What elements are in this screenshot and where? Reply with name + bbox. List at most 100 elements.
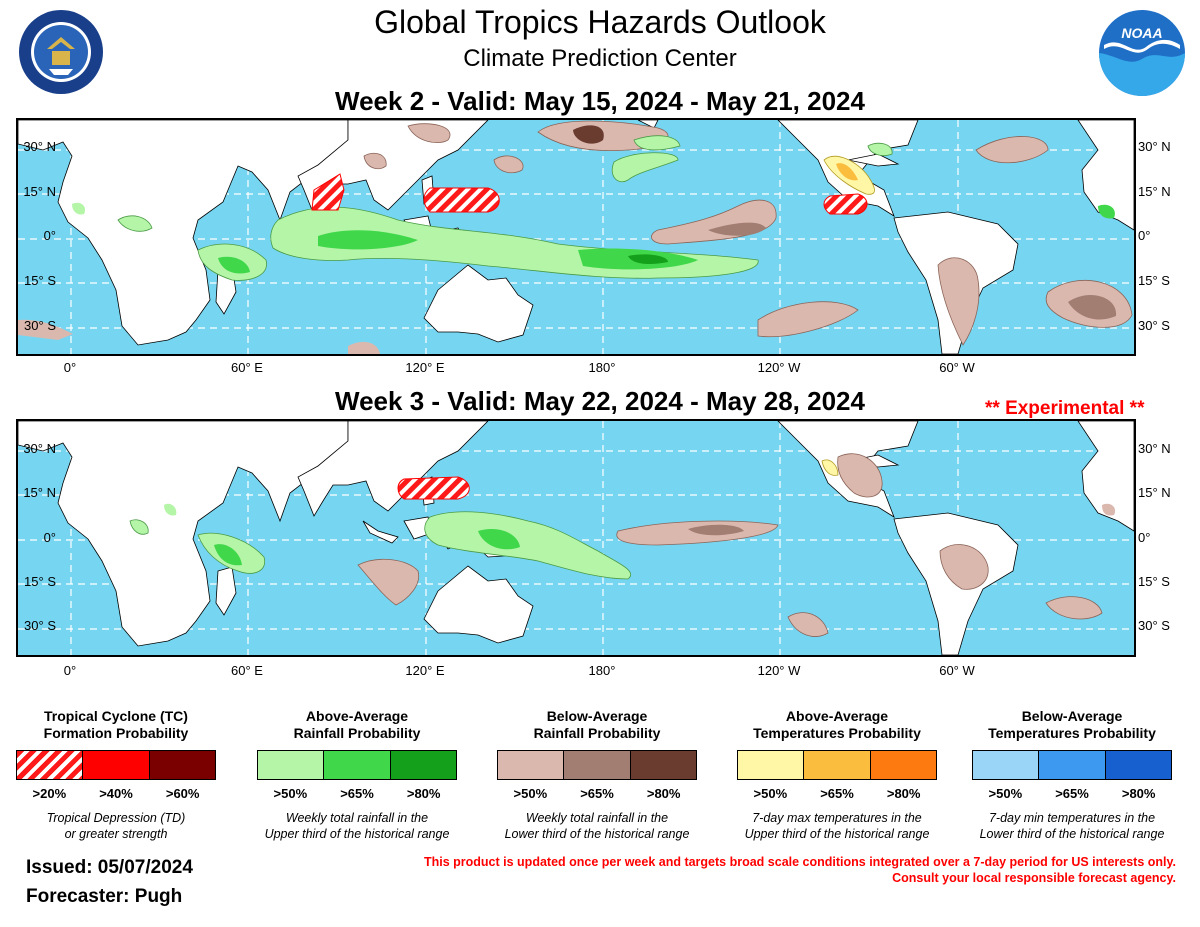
week3-lat-label-30n-right: 30° N — [1138, 441, 1171, 456]
legend-levels: >50% >65% >80% — [257, 786, 457, 801]
legend-levels: >50% >65% >80% — [737, 786, 937, 801]
swatch-above-temp-80 — [870, 751, 936, 779]
legend-title: Above-Average Rainfall Probability — [257, 708, 457, 742]
legend-swatches — [16, 750, 216, 780]
legend-level: >80% — [406, 786, 441, 801]
week2-lon-label-120e: 120° E — [405, 360, 445, 375]
swatch-below-rain-80 — [630, 751, 696, 779]
week2-below-rain — [18, 120, 1133, 354]
week3-tc-areas — [397, 476, 470, 500]
legend-levels: >50% >65% >80% — [497, 786, 697, 801]
week2-lat-label-0: 0° — [43, 228, 56, 243]
legend-desc-line2: Lower third of the historical range — [979, 827, 1165, 841]
swatch-above-temp-65 — [804, 751, 871, 779]
week2-tc-areas — [311, 173, 868, 215]
legend-title-line1: Above-Average — [305, 708, 409, 724]
legend-description: Weekly total rainfall in the Lower third… — [497, 810, 697, 842]
issued-date: Issued: 05/07/2024 — [26, 857, 193, 878]
legend-title: Above-Average Temperatures Probability — [737, 708, 937, 742]
swatch-tc-60 — [149, 751, 215, 779]
week2-lat-label-30s: 30° S — [24, 318, 56, 333]
legend-title: Below-Average Rainfall Probability — [497, 708, 697, 742]
legend-description: Tropical Depression (TD) or greater stre… — [16, 810, 216, 842]
week3-lat-label-30s: 30° S — [24, 618, 56, 633]
week2-lat-label-15n: 15° N — [23, 184, 56, 199]
legend-swatches — [972, 750, 1172, 780]
legend-level: >40% — [99, 786, 133, 801]
week2-lat-label-15s: 15° S — [24, 273, 56, 288]
legend-level: >50% — [513, 786, 548, 801]
legend-title-line1: Below-Average — [1021, 708, 1123, 724]
week3-lon-label-60e: 60° E — [231, 663, 263, 678]
swatch-tc-40 — [83, 751, 150, 779]
week2-above-temp — [823, 155, 875, 195]
week2-lon-label-60w: 60° W — [939, 360, 975, 375]
experimental-note: ** Experimental ** — [985, 398, 1145, 419]
week3-lat-label-0-right: 0° — [1138, 530, 1151, 545]
legend-level: >65% — [340, 786, 374, 801]
legend-level: >65% — [1055, 786, 1089, 801]
week3-lon-label-60w: 60° W — [939, 663, 975, 678]
week2-lat-label-15n-right: 15° N — [1138, 184, 1171, 199]
week2-title: Week 2 - Valid: May 15, 2024 - May 21, 2… — [335, 86, 865, 116]
swatch-below-rain-50 — [498, 751, 565, 779]
week2-lat-label-0-right: 0° — [1138, 228, 1151, 243]
swatch-below-temp-50 — [973, 751, 1040, 779]
legend-below-temp: Below-Average Temperatures Probability >… — [972, 708, 1172, 842]
week2-map — [16, 118, 1136, 356]
legend-desc-line1: Weekly total rainfall in the — [285, 811, 429, 825]
week3-lat-label-30n: 30° N — [23, 441, 56, 456]
week2-lat-label-30n: 30° N — [23, 139, 56, 154]
page-title: Global Tropics Hazards Outlook — [374, 4, 826, 40]
legend-level: >20% — [32, 786, 67, 801]
week2-lon-label-120w: 120° W — [757, 360, 801, 375]
legend-title-line2: Temperatures Probability — [988, 725, 1156, 741]
legend-title: Tropical Cyclone (TC) Formation Probabil… — [16, 708, 216, 742]
week2-lon-label-0: 0° — [63, 360, 77, 375]
legend-tc-formation: Tropical Cyclone (TC) Formation Probabil… — [16, 708, 216, 842]
swatch-above-temp-50 — [738, 751, 805, 779]
disclaimer-line1: This product is updated once per week an… — [423, 855, 1176, 869]
week3-lon-label-120w: 120° W — [757, 663, 801, 678]
legend-swatches — [257, 750, 457, 780]
legend-level: >80% — [646, 786, 681, 801]
noaa-logo: NOAA — [1098, 9, 1186, 97]
week2-above-rain — [72, 135, 1115, 281]
swatch-above-rain-50 — [258, 751, 325, 779]
legend-swatches — [497, 750, 697, 780]
week3-map — [16, 419, 1136, 657]
week3-land — [18, 421, 1134, 655]
legend-description: 7-day min temperatures in the Lower thir… — [972, 810, 1172, 842]
legend-title-line1: Below-Average — [546, 708, 648, 724]
legend-description: 7-day max temperatures in the Upper thir… — [737, 810, 937, 842]
forecaster-name: Forecaster: Pugh — [26, 886, 183, 907]
legend-title-line2: Temperatures Probability — [753, 725, 921, 741]
week3-lon-label-120e: 120° E — [405, 663, 445, 678]
week3-title: Week 3 - Valid: May 22, 2024 - May 28, 2… — [335, 386, 865, 416]
legend-level: >60% — [165, 786, 200, 801]
week3-lat-label-15s-right: 15° S — [1138, 574, 1170, 589]
week3-lat-label-30s-right: 30° S — [1138, 618, 1170, 633]
week3-above-temp — [821, 459, 839, 476]
week3-below-rain — [357, 453, 1116, 637]
week2-lat-label-30n-right: 30° N — [1138, 139, 1171, 154]
legend-desc-line1: Tropical Depression (TD) — [46, 811, 186, 825]
week3-lat-label-15n-right: 15° N — [1138, 485, 1171, 500]
week3-lat-label-15s: 15° S — [24, 574, 56, 589]
legend-level: >80% — [1121, 786, 1156, 801]
week2-lat-label-30s-right: 30° S — [1138, 318, 1170, 333]
legend-desc-line2: or greater strength — [64, 827, 168, 841]
swatch-above-rain-65 — [324, 751, 391, 779]
legend-above-rain: Above-Average Rainfall Probability >50% … — [257, 708, 457, 842]
week3-lat-label-0: 0° — [43, 530, 56, 545]
disclaimer: This product is updated once per week an… — [340, 854, 1176, 886]
week3-lon-label-0: 0° — [63, 663, 77, 678]
swatch-below-rain-65 — [564, 751, 631, 779]
noaa-logo-text: NOAA — [1121, 25, 1162, 41]
week2-lat-label-15s-right: 15° S — [1138, 273, 1170, 288]
swatch-tc-20 — [17, 751, 84, 779]
legend-level: >65% — [820, 786, 854, 801]
legend-title-line2: Rainfall Probability — [533, 725, 661, 741]
swatch-below-temp-65 — [1039, 751, 1106, 779]
legend-levels: >50% >65% >80% — [972, 786, 1172, 801]
